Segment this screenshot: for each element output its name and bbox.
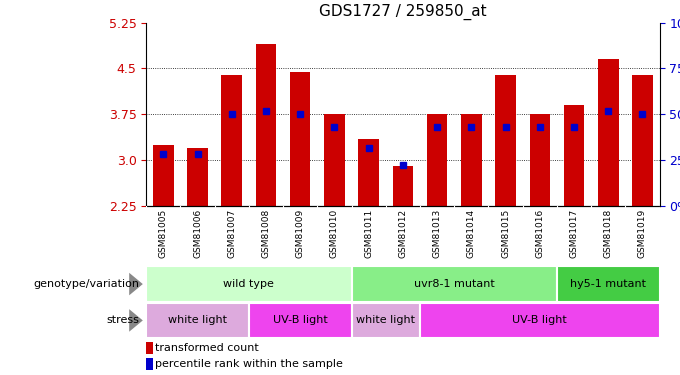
Bar [557,266,660,302]
Text: genotype/variation: genotype/variation [33,279,139,289]
Text: GSM81010: GSM81010 [330,209,339,258]
Text: stress: stress [107,315,139,326]
Bar [530,114,550,206]
Text: white light: white light [168,315,227,326]
Text: uvr8-1 mutant: uvr8-1 mutant [414,279,494,289]
Text: GSM81017: GSM81017 [570,209,579,258]
Text: GSM81015: GSM81015 [501,209,510,258]
Polygon shape [129,273,143,296]
Text: GSM81006: GSM81006 [193,209,202,258]
Text: GSM81018: GSM81018 [604,209,613,258]
Polygon shape [129,309,143,332]
Bar [187,148,208,206]
Bar [153,145,173,206]
Text: UV-B light: UV-B light [273,315,328,326]
Bar [290,72,311,206]
Bar [632,75,653,206]
Text: GSM81008: GSM81008 [262,209,271,258]
Bar [324,114,345,206]
Text: GSM81011: GSM81011 [364,209,373,258]
Text: percentile rank within the sample: percentile rank within the sample [154,358,343,369]
Bar [222,75,242,206]
Bar [146,357,153,370]
Bar [146,266,352,302]
Title: GDS1727 / 259850_at: GDS1727 / 259850_at [319,3,487,20]
Text: GSM81019: GSM81019 [638,209,647,258]
Bar [352,266,557,302]
Text: GSM81016: GSM81016 [535,209,544,258]
Text: GSM81009: GSM81009 [296,209,305,258]
Bar [249,303,352,338]
Text: wild type: wild type [224,279,274,289]
Bar [146,342,153,354]
Text: GSM81005: GSM81005 [159,209,168,258]
Text: GSM81013: GSM81013 [432,209,441,258]
Text: GSM81014: GSM81014 [467,209,476,258]
Bar [392,166,413,206]
Text: white light: white light [356,315,415,326]
Text: UV-B light: UV-B light [513,315,567,326]
Bar [495,75,516,206]
Bar [598,59,619,206]
Bar [352,303,420,338]
Bar [461,114,481,206]
Bar [146,303,249,338]
Text: GSM81012: GSM81012 [398,209,407,258]
Text: hy5-1 mutant: hy5-1 mutant [571,279,646,289]
Bar [256,44,276,206]
Bar [420,303,660,338]
Text: transformed count: transformed count [154,343,258,353]
Bar [358,139,379,206]
Bar [564,105,584,206]
Text: GSM81007: GSM81007 [227,209,236,258]
Bar [427,114,447,206]
